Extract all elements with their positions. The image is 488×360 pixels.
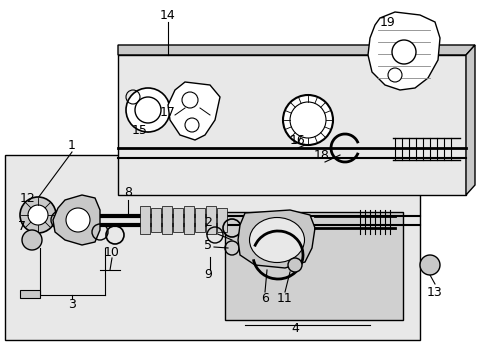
Circle shape [287,258,302,272]
Circle shape [283,95,332,145]
Bar [140,206,150,234]
Text: 7: 7 [18,220,26,233]
Circle shape [22,230,42,250]
Circle shape [387,68,401,82]
Polygon shape [367,12,439,90]
Text: 3: 3 [68,298,76,311]
Text: 11: 11 [277,292,292,305]
Circle shape [182,92,198,108]
Polygon shape [465,45,474,195]
Text: 5: 5 [203,239,212,252]
Text: 13: 13 [426,285,442,298]
Circle shape [66,208,90,232]
Circle shape [419,255,439,275]
Circle shape [20,197,56,233]
Circle shape [184,118,199,132]
Text: 10: 10 [104,246,120,258]
Bar [195,208,204,232]
Circle shape [135,97,161,123]
Bar [173,208,183,232]
Text: 8: 8 [124,185,132,198]
Polygon shape [238,210,314,268]
Polygon shape [118,45,474,55]
Text: 19: 19 [379,15,395,28]
Text: 17: 17 [160,105,176,118]
Bar [162,206,172,234]
Polygon shape [53,195,100,245]
Bar [183,206,194,234]
Bar [205,206,216,234]
Circle shape [126,88,170,132]
Bar [5,155,419,340]
Bar [20,290,40,298]
Text: 9: 9 [203,269,211,282]
Text: 16: 16 [289,134,305,147]
Text: 15: 15 [132,123,148,136]
Text: 12: 12 [20,192,36,204]
Text: 1: 1 [68,139,76,152]
Bar [151,208,161,232]
Polygon shape [168,82,220,140]
Polygon shape [118,55,465,195]
Ellipse shape [249,217,304,262]
Circle shape [391,40,415,64]
Bar [217,208,226,232]
Circle shape [28,205,48,225]
Text: 14: 14 [160,9,176,22]
Circle shape [289,102,325,138]
Text: 6: 6 [261,292,268,305]
Bar [224,212,402,320]
Text: 4: 4 [290,321,298,334]
Text: 2: 2 [203,216,211,229]
Text: 18: 18 [313,149,329,162]
